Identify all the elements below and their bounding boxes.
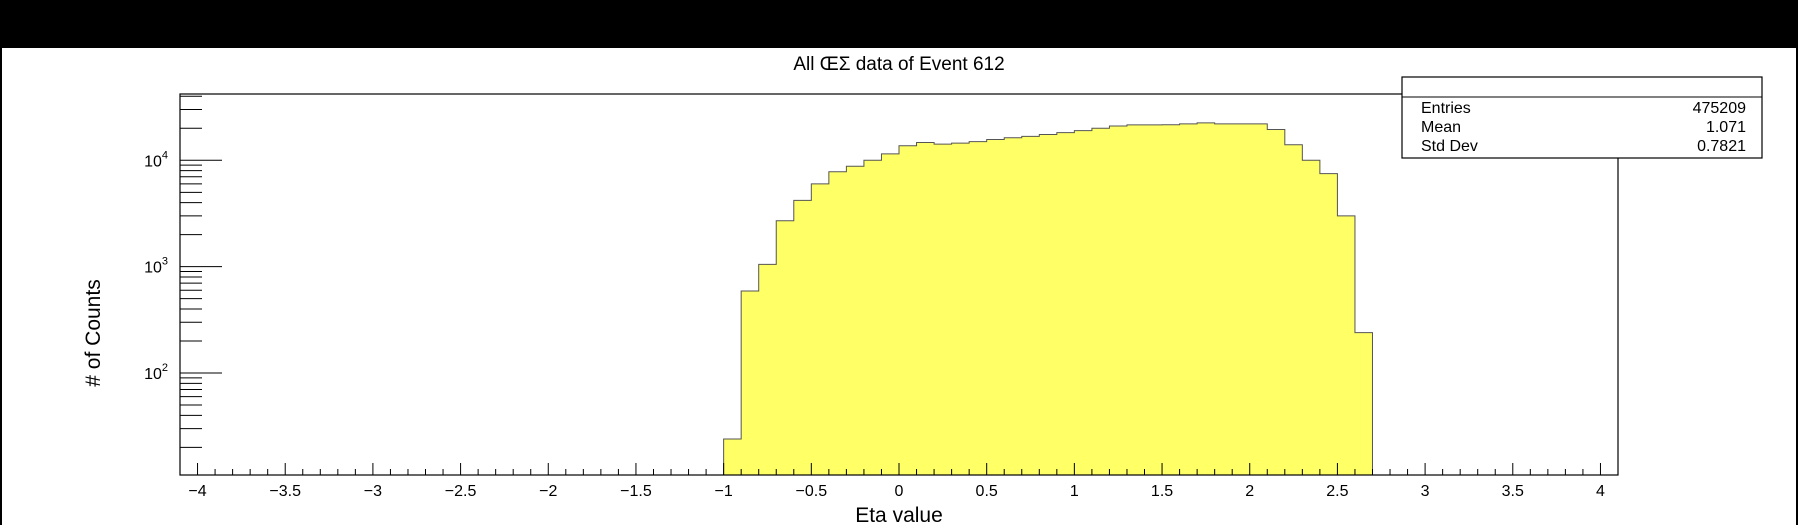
histogram-bar [793,200,812,475]
histogram-bar [758,264,777,475]
y-axis: 102 103 104 [144,95,222,448]
histogram-bar [1197,122,1216,475]
stats-value: 1.071 [1706,119,1746,136]
histogram-chart: All ŒΣ data of Event 612 −4 −3.5 −3 −2.5 −2−… [82,54,1763,525]
stats-label: Std Dev [1421,138,1478,155]
histogram-bar [846,166,865,475]
y-tick-label: 102 [144,362,168,383]
histogram-bar [741,291,760,475]
histogram-bar [828,171,847,475]
histogram-bar [1319,173,1338,475]
histogram-bar [881,153,900,476]
stats-value: 475209 [1693,100,1746,117]
x-tick-label: 3 [1421,483,1430,500]
histogram-bar [1126,124,1145,475]
histogram-bar [776,220,795,475]
histogram-bars [723,122,1373,476]
histogram-bar [1074,130,1093,475]
histogram-bar [1056,132,1075,475]
x-tick-label: 3.5 [1502,483,1524,500]
histogram-bar [811,183,830,476]
histogram-bar [1354,332,1373,475]
x-tick-label: 1.5 [1151,483,1173,500]
histogram-bar [951,143,970,475]
histogram-bar [1109,126,1128,475]
stats-value: 0.7821 [1697,138,1746,155]
x-tick-label: 2.5 [1326,483,1348,500]
histogram-bar [969,141,988,475]
histogram-bar [1091,128,1110,475]
histogram-bar [934,144,953,476]
x-tick-label: 0 [895,483,904,500]
x-tick-label: −2.5 [445,483,477,500]
x-tick-label: −3.5 [269,483,301,500]
histogram-bar [1249,123,1268,475]
x-tick-label: 2 [1245,483,1254,500]
stats-label: Entries [1421,100,1471,117]
histogram-bar [1302,160,1321,475]
histogram-bar [863,160,882,475]
stats-label: Mean [1421,119,1461,136]
histogram-bar [1144,124,1163,475]
chart-title: All ŒΣ data of Event 612 [793,54,1004,75]
y-tick-label: 104 [144,149,168,170]
x-tick-label: 4 [1596,483,1605,500]
histogram-bar [899,145,917,475]
x-tick-label: −0.5 [796,483,828,500]
x-tick-label: −1.5 [620,483,652,500]
histogram-bar [1179,123,1198,475]
histogram-bar [1232,123,1251,475]
histogram-bar [1267,129,1286,475]
histogram-bar [986,139,1005,475]
stats-box: Entries 475209 Mean 1.071 Std Dev 0.7821 [1401,76,1763,159]
x-axis-label: Eta value [855,504,943,525]
x-tick-label: −1 [715,483,733,500]
histogram-bar [1284,144,1303,475]
histogram-bar [723,438,742,475]
x-tick-label: −3 [364,483,382,500]
histogram-outline [723,122,1373,475]
y-axis-label: # of Counts [82,279,105,386]
histogram-bar [1021,136,1040,475]
histogram-bar [1039,134,1058,475]
x-tick-label: −4 [188,483,206,500]
x-axis: −4 −3.5 −3 −2.5 −2 −1.5 −1 −0.5 0 0.5 1 1.5 2 2.5 3 3.5… [179,463,1619,500]
histogram-bar [916,142,935,475]
y-tick-label: 103 [144,256,168,277]
x-tick-label: −2 [539,483,557,500]
plot-canvas: All ŒΣ data of Event 612 −4 −3.5 −3 −2.5 −2−… [2,48,1796,525]
x-tick-label: 0.5 [976,483,998,500]
histogram-bar [1214,123,1233,475]
histogram-bar [1337,215,1356,475]
histogram-bar [1162,124,1180,476]
x-tick-label: 1 [1070,483,1079,500]
histogram-bar [1004,137,1023,475]
stats-box-frame [1401,76,1763,159]
